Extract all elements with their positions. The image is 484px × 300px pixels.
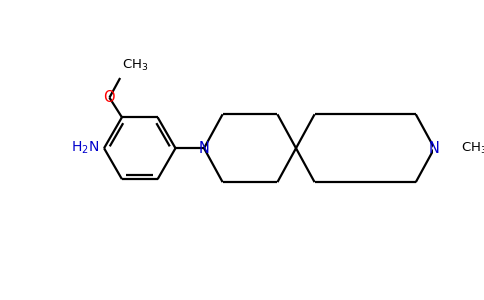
Text: O: O bbox=[104, 90, 115, 105]
Text: N: N bbox=[198, 141, 210, 156]
Text: H$_2$N: H$_2$N bbox=[72, 140, 100, 156]
Text: CH$_3$: CH$_3$ bbox=[461, 141, 484, 156]
Text: CH$_3$: CH$_3$ bbox=[122, 58, 149, 73]
Text: N: N bbox=[429, 141, 440, 156]
